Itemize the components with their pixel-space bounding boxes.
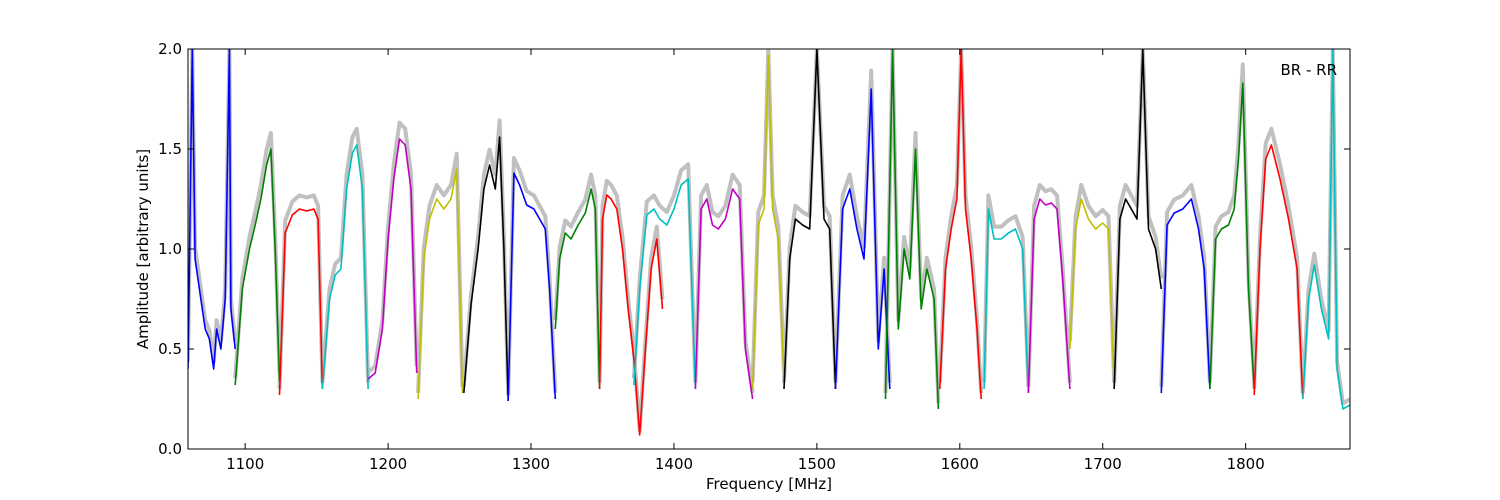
series-line-4 [321, 144, 369, 390]
series-line-22 [1160, 198, 1211, 394]
series-line-12 [694, 188, 754, 400]
x-tick-label: 1700 [1084, 455, 1122, 473]
series-line-24 [1253, 144, 1304, 400]
background-trace-22 [1159, 183, 1212, 387]
x-tick-label: 1400 [655, 455, 693, 473]
series-line-5 [367, 138, 418, 380]
background-trace-20 [1067, 183, 1117, 383]
background-trace-18 [982, 193, 1031, 387]
y-tick-label: 0.5 [158, 340, 182, 358]
series-line-21 [1113, 49, 1163, 390]
x-tick-label: 1300 [512, 455, 550, 473]
series-line-2 [234, 148, 281, 386]
series-line-23 [1209, 82, 1255, 390]
series-line-16 [884, 49, 940, 410]
background-trace-10 [597, 178, 665, 433]
y-axis-label: Amplitude [arbitrary units] [134, 149, 152, 349]
series-line-14 [783, 49, 837, 390]
series-line-10 [598, 194, 664, 436]
x-axis-label: Frequency [MHz] [706, 475, 832, 493]
x-axis: 1100 1200 1300 1400 1500 1600 1700 1800 [226, 49, 1265, 473]
background-trace-6 [416, 151, 465, 394]
background-trace-19 [1026, 183, 1072, 387]
series-line-6 [417, 168, 464, 400]
series-line-17 [939, 49, 982, 400]
series-line-15 [834, 88, 891, 390]
background-trace-5 [366, 120, 419, 374]
plot-area [188, 49, 1350, 449]
x-tick-label: 1500 [798, 455, 836, 473]
y-tick-label: 2.0 [158, 40, 182, 58]
series-line-9 [554, 188, 601, 390]
series-group [188, 49, 1350, 436]
series-line-25 [1302, 49, 1350, 410]
series-line-1 [188, 49, 236, 370]
series-line-13 [751, 54, 785, 390]
background-trace-4 [320, 126, 371, 383]
y-tick-label: 1.0 [158, 240, 182, 258]
y-tick-label: 0.0 [158, 440, 182, 458]
background-trace-8 [506, 156, 558, 396]
y-axis: 0.0 0.5 1.0 1.5 2.0 [158, 40, 1350, 458]
series-line-7 [463, 136, 509, 402]
background-trace-9 [553, 172, 602, 383]
x-tick-label: 1200 [369, 455, 407, 473]
x-tick-label: 1100 [226, 455, 264, 473]
x-tick-label: 1800 [1227, 455, 1265, 473]
annotation-label: BR - RR [1280, 61, 1337, 79]
series-line-19 [1027, 198, 1071, 394]
series-line-3 [278, 208, 324, 396]
background-trace-13 [750, 49, 786, 383]
series-line-20 [1069, 198, 1115, 390]
background-trace-3 [277, 193, 325, 389]
x-tick-label: 1600 [941, 455, 979, 473]
background-trace-17 [937, 49, 984, 394]
series-line-18 [983, 208, 1030, 394]
background-trace-11 [631, 162, 698, 383]
series-line-11 [633, 178, 697, 390]
series-line-8 [507, 172, 557, 402]
y-tick-label: 1.5 [158, 140, 182, 158]
